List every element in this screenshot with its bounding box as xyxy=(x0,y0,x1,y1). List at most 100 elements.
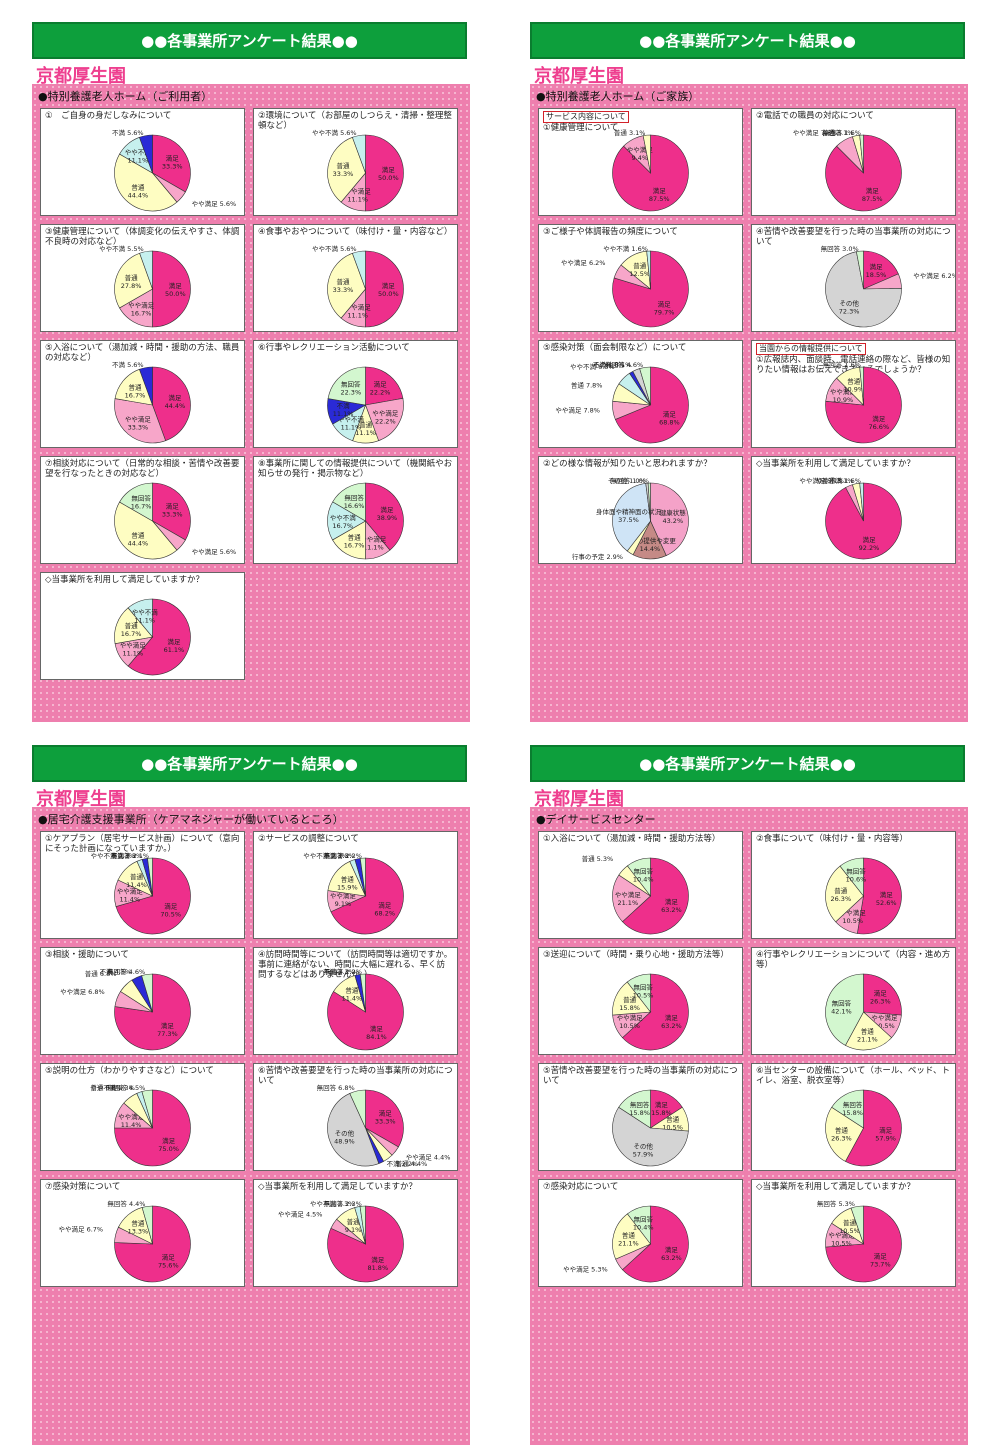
facility-name: 京都厚生園 xyxy=(534,66,624,87)
slice-label: やや不満 5.5% xyxy=(99,245,144,253)
pie-slice xyxy=(612,874,651,923)
slice-label: その他 48.9% xyxy=(334,1129,355,1146)
chart-card: ④食事やおやつについて（味付け・量・内容など） 満足 50.0% やや満足 11.1% 普… xyxy=(253,224,458,332)
slice-label: やや満足 11.4% xyxy=(117,887,144,903)
pie-chart: 満足 22.2% やや満足 22.2%普通 11.1%やや不満 11.1%不満 11.1% 無… xyxy=(327,366,404,444)
pie-chart: 満足 38.9% やや満足 11.1%普通 16.7% やや不満 16.7% 無回答 16.6% xyxy=(327,482,404,560)
pie-slice xyxy=(825,251,902,328)
slice-label: やや満足 22.2% xyxy=(372,409,399,425)
chart-title-text: ⑤苦情や改善要望を行った時の当事業所の対応について xyxy=(543,1066,738,1086)
pie-chart: 満足 50.0% やや満足 11.1% 普通 33.3% やや不満 5.6% xyxy=(312,245,404,328)
slice-label: 普通 33.3% xyxy=(333,161,354,178)
slice-label: 満足 73.7% xyxy=(870,1253,891,1269)
slice-label: 無回答 2.2% xyxy=(324,967,362,976)
pie-slice xyxy=(114,153,178,212)
pie-slice xyxy=(612,482,651,552)
slice-label: 無回答 10.4% xyxy=(633,866,654,883)
chart-title: ⑦感染対応について xyxy=(543,1182,738,1192)
slice-label: その他 1.0% xyxy=(608,476,646,485)
chart-title: ③送迎について（時間・乗り心地・援助方法等） xyxy=(543,950,738,960)
pie-slice xyxy=(612,1213,651,1260)
chart-title: ②電話での職員の対応について xyxy=(756,111,951,121)
pie-slice xyxy=(859,134,864,174)
chart-title: ⑥行事やレクリエーション活動について xyxy=(258,343,453,353)
slice-label: 無回答 4.6% xyxy=(107,967,145,976)
chart-card: ⑤感染対策（面会制限など）について 満足 68.8% やや満足 7.8% 普通 7.8%… xyxy=(538,340,743,448)
slice-label: やや満足 5.3% xyxy=(563,1266,608,1274)
slice-label: 満足 33.3% xyxy=(162,503,183,519)
slice-label: やや満足 10.5% xyxy=(871,1014,898,1030)
pie-slice xyxy=(622,973,689,1051)
slice-label: 無回答 42.1% xyxy=(831,998,852,1015)
pie-slice xyxy=(622,1205,689,1283)
slice-label: 満足 63.2% xyxy=(661,898,682,914)
slice-label: 身体面や精神面の状況 37.5% xyxy=(596,507,662,524)
slice-label: 普通 6.8% xyxy=(85,969,117,978)
pie-slice xyxy=(141,1205,153,1245)
chart-card: ③相談・援助について 満足 77.3% やや満足 6.8% 普通 6.8% 不満 4.5%… xyxy=(40,947,245,1055)
chart-title-text: ③送迎について（時間・乗り心地・援助方法等） xyxy=(543,950,729,960)
pie-slice xyxy=(844,1011,892,1051)
section-title: ●特別養護老人ホーム（ご家族） xyxy=(536,90,700,103)
section-title: ●居宅介護支援事業所（ケアマネジャーが働いているところ） xyxy=(38,813,344,826)
slice-label: 満足 81.8% xyxy=(367,1256,388,1272)
pie-slice xyxy=(622,857,689,935)
chart-title: ③相談・援助について xyxy=(45,950,240,960)
chart-title-text: ◇当事業所を利用して満足していますか？ xyxy=(45,575,205,585)
chart-card: ⑦感染対策について 満足 75.6% やや満足 6.7% 普通 13.3% 無回答 4.4% xyxy=(40,1179,245,1287)
chart-title-text: ⑦感染対応について xyxy=(543,1182,619,1192)
slice-label: 無回答 6.8% xyxy=(317,1083,355,1092)
slice-label: 普通 5.3% xyxy=(582,854,614,863)
slice-label: やや不満 5.6% xyxy=(312,245,357,253)
pie-chart: 満足 68.2% やや満足 9.1%普通 15.9% やや不満 2.3%不満 2.3%無回… xyxy=(303,851,404,935)
chart-title: ⑤説明の仕方（わかりやすさなど）について xyxy=(45,1066,240,1076)
slice-label: やや満足 9.1% xyxy=(330,892,357,908)
pie-slice xyxy=(365,1089,404,1148)
chart-title-text: ⑤説明の仕方（わかりやすさなど）について xyxy=(45,1066,214,1076)
slice-label: 普通 44.4% xyxy=(128,531,149,548)
pie-slice xyxy=(359,857,366,897)
slice-label: やや満足 10.5% xyxy=(840,909,867,925)
pie-slice xyxy=(152,482,191,541)
pie-chart: 満足 57.9% 普通 26.3% 無回答 15.8% xyxy=(825,1089,902,1167)
chart-card: ④訪問時間等について（訪問時間等は適切ですか。事前に連絡がない、時間に大幅に遅れ… xyxy=(253,947,458,1055)
pie-slice xyxy=(825,973,864,1046)
slice-label: 不満 2.3% xyxy=(323,852,355,860)
slice-label: その他 3.1% xyxy=(593,360,631,369)
chart-title-text: ◇当事業所を利用して満足していますか？ xyxy=(756,1182,916,1192)
chart-title: サービス内容について ①健康管理について xyxy=(543,111,738,133)
slice-label: 無回答 1.6% xyxy=(823,360,861,369)
slice-label: やや満足 5.6% xyxy=(192,548,237,556)
pie-slice xyxy=(365,482,404,551)
slice-label: 満足 18.5% xyxy=(866,263,887,279)
chart-title-text: ◇当事業所を利用して満足していますか？ xyxy=(258,1182,418,1192)
chart-title-text: ①広報誌内、面談時、電話連絡の際など、皆様の知りたい情報はお伝えできているでしょ… xyxy=(756,355,951,375)
slice-label: やや満足 11.1% xyxy=(360,535,387,551)
slice-label: 満足 76.6% xyxy=(868,415,889,431)
slice-label: 無回答 15.8% xyxy=(842,1100,863,1117)
pie-slice xyxy=(859,366,864,406)
pie-slice xyxy=(114,252,153,309)
slice-label: 普通 3.1% xyxy=(822,476,854,485)
slice-label: 満足 75.0% xyxy=(158,1137,179,1153)
slice-label: やや満足 4.5% xyxy=(278,1211,323,1219)
pie-slice xyxy=(119,482,153,522)
chart-card: ⑦感染対応について 満足 63.2% やや満足 5.3% 普通 21.1% 無回答 10.4% xyxy=(538,1179,743,1287)
slice-label: その他 57.9% xyxy=(633,1142,654,1159)
chart-card: ◇当事業所を利用して満足していますか？ 満足 81.8% やや満足 4.5% 普通 9.1… xyxy=(253,1179,458,1287)
chart-title-text: ②サービスの調整について xyxy=(258,834,359,844)
pie-slice xyxy=(349,1089,366,1129)
chart-card: ◇当事業所を利用して満足していますか？ 満足 73.7% やや満足 10.5% 普通 10.… xyxy=(751,1179,956,1287)
chart-card: ⑥当センターの設備について（ホール、ベッド、トイレ、浴室、脱衣室等） 満足 57.9… xyxy=(751,1063,956,1171)
chart-title-text: ◇当事業所を利用して満足していますか？ xyxy=(756,459,916,469)
chart-title-text: ①ケアプラン（居宅サービス計画）について（意向にそった計画になっていますか。） xyxy=(45,834,240,854)
chart-title: ②どの様な情報が知りたいと思われますか？ xyxy=(543,459,738,469)
pie-slice xyxy=(359,1205,366,1245)
pie-slice xyxy=(327,136,366,203)
survey-panel: ●●各事業所アンケート結果●● 京都厚生園 ●特別養護老人ホーム（ご家族） サービス内… xyxy=(530,22,970,722)
chart-card: ②環境について（お部屋のしつらえ・清掃・整理整頓など） 満足 50.0% やや満足 11… xyxy=(253,108,458,216)
chart-title: ⑤苦情や改善要望を行った時の当事業所の対応について xyxy=(543,1066,738,1086)
chart-title: ◇当事業所を利用して満足していますか？ xyxy=(258,1182,453,1192)
slice-label: 普通 26.3% xyxy=(830,886,851,903)
facility-name: 京都厚生園 xyxy=(36,789,126,810)
